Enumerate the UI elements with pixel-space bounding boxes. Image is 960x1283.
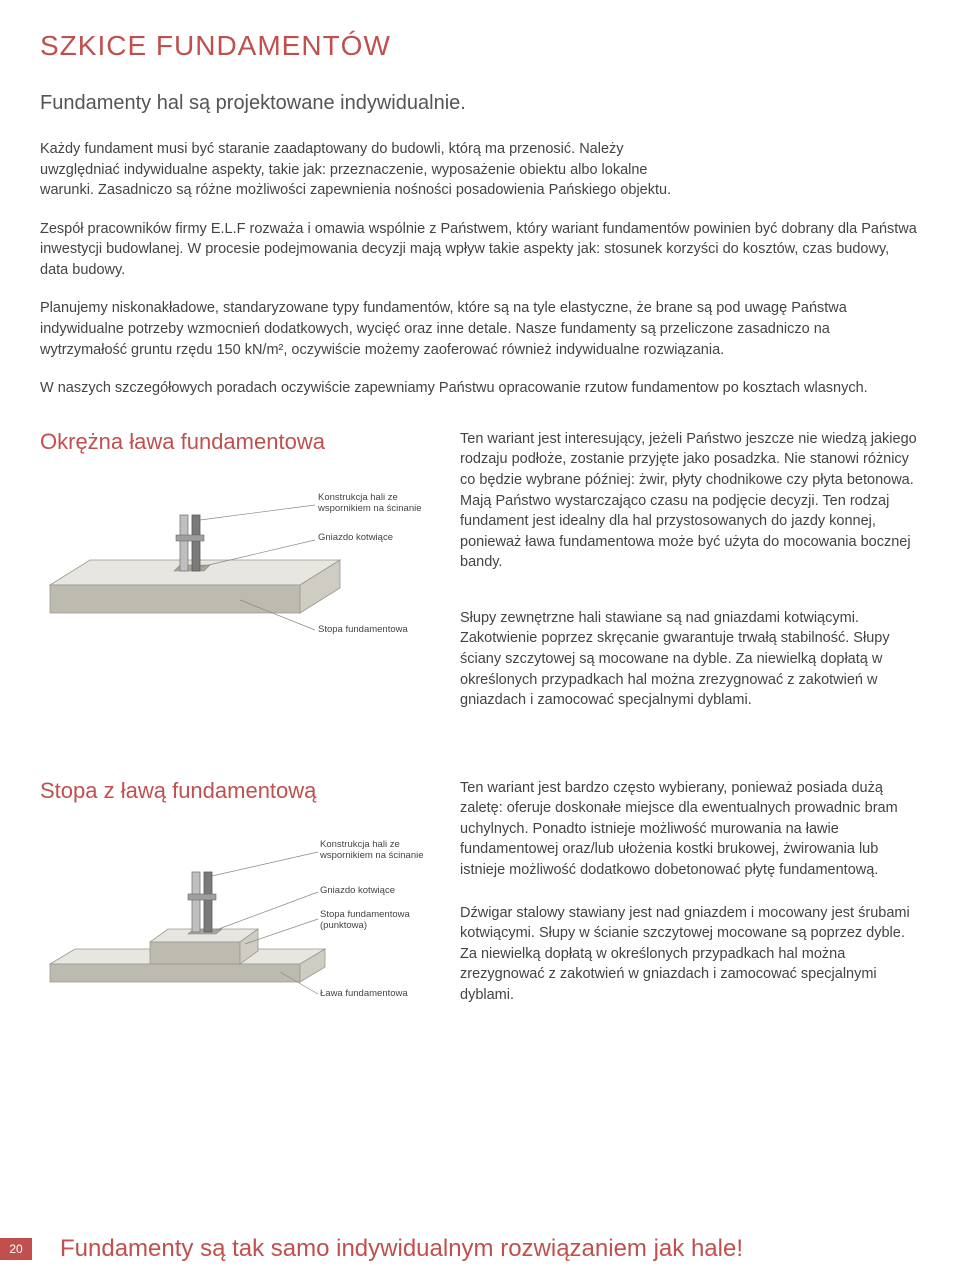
diag1-label-anchor: Gniazdo kotwiące — [318, 533, 393, 544]
section2-p2: Dźwigar stalowy stawiany jest nad gniazd… — [460, 903, 920, 1006]
intro-p3: Planujemy niskonakładowe, standaryzowane… — [40, 298, 920, 360]
page-number: 20 — [0, 1238, 32, 1260]
section1-p1: Ten wariant jest interesujący, jeżeli Pa… — [460, 429, 920, 573]
diag2-label-anchor: Gniazdo kotwiące — [320, 886, 395, 897]
diag2-label-construction: Konstrukcja hali ze wspornikiem na ścina… — [320, 840, 430, 862]
section1-p2: Słupy zewnętrzne hali stawiane są nad gn… — [460, 608, 920, 711]
diag1-label-construction: Konstrukcja hali ze wspornikiem na ścina… — [318, 493, 428, 515]
diag2-label-point-footing: Stopa fundamentowa (punktowa) — [320, 910, 430, 932]
page-title: SZKICE FUNDAMENTÓW — [40, 30, 920, 62]
section1-heading: Okrężna ława fundamentowa — [40, 429, 435, 455]
section2-p1: Ten wariant jest bardzo często wybierany… — [460, 778, 920, 881]
section-ring-foundation: Okrężna ława fundamentowa Konstrukcja ha… — [40, 429, 920, 733]
section2-heading: Stopa z ławą fundamentową — [40, 778, 435, 804]
footer: 20 Fundamenty są tak samo indywidualnym … — [0, 1235, 960, 1263]
diag2-label-strip: Ława fundamentowa — [320, 989, 408, 1000]
intro-subtitle: Fundamenty hal są projektowane indywidua… — [40, 92, 920, 115]
diag1-label-footing: Stopa fundamentowa — [318, 625, 408, 636]
diagram-ring-foundation: Konstrukcja hali ze wspornikiem na ścina… — [40, 465, 435, 645]
intro-p1: Każdy fundament musi być staranie zaadap… — [40, 139, 690, 201]
intro-p4: W naszych szczegółowych poradach oczywiś… — [40, 378, 920, 399]
diagram-footing-strip: Konstrukcja hali ze wspornikiem na ścina… — [40, 814, 435, 1014]
footer-slogan: Fundamenty są tak samo indywidualnym roz… — [60, 1235, 743, 1263]
section-footing-strip: Stopa z ławą fundamentową — [40, 778, 920, 1028]
intro-p2: Zespół pracowników firmy E.L.F rozważa i… — [40, 219, 920, 281]
